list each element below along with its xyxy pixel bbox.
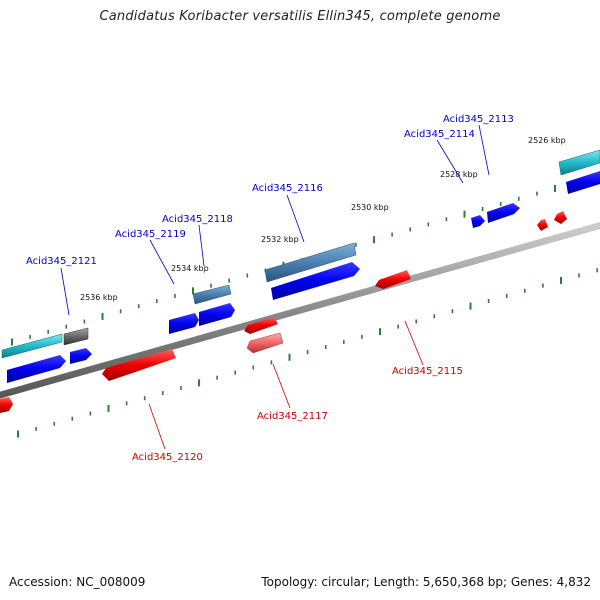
gene-label-2121[interactable]: Acid345_2121	[26, 256, 97, 267]
reverse-genes	[0, 211, 567, 413]
gene-label-2115[interactable]: Acid345_2115	[392, 366, 463, 377]
gene-blue-2114[interactable]	[471, 215, 485, 228]
scale-label-2526: 2526 kbp	[528, 136, 566, 145]
scale-label-2534: 2534 kbp	[171, 264, 209, 273]
leader-2114	[436, 139, 464, 184]
leader-2116	[286, 194, 305, 243]
leader-lines	[60, 124, 490, 450]
leader-2115	[404, 320, 424, 366]
leader-2118	[198, 224, 205, 267]
gene-pink-2117[interactable]	[246, 332, 284, 354]
genome-title: Candidatus Koribacter versatilis Ellin34…	[99, 9, 501, 24]
leader-2119	[149, 239, 175, 285]
gene-label-2117[interactable]: Acid345_2117	[257, 411, 328, 422]
gene-steel-2116[interactable]	[264, 242, 357, 283]
gene-label-2120[interactable]: Acid345_2120	[132, 452, 203, 463]
gene-red-2117-a[interactable]	[244, 317, 278, 334]
leader-2121	[60, 267, 70, 316]
gene-red-2115[interactable]	[375, 270, 411, 289]
scale-label-2532: 2532 kbp	[261, 235, 299, 244]
gene-label-2113[interactable]: Acid345_2113	[443, 114, 514, 125]
gene-blue-left-a[interactable]	[7, 355, 66, 383]
leader-2113	[478, 124, 490, 176]
scale-label-2530: 2530 kbp	[351, 203, 389, 212]
gene-blue-2119[interactable]	[169, 313, 199, 334]
gene-blue-left-b[interactable]	[70, 348, 92, 364]
gene-label-2119[interactable]: Acid345_2119	[115, 229, 186, 240]
accession-text: Accession: NC_008009	[9, 575, 146, 589]
forward-genes	[1, 149, 600, 383]
gene-red-small-b[interactable]	[554, 211, 567, 224]
gene-blue-2113[interactable]	[487, 203, 520, 223]
scale-label-2528: 2528 kbp	[440, 170, 478, 179]
genome-summary-text: Topology: circular; Length: 5,650,368 bp…	[261, 575, 591, 589]
gene-label-2118[interactable]: Acid345_2118	[162, 214, 233, 225]
gene-label-2116[interactable]: Acid345_2116	[252, 183, 323, 194]
gene-gray-2121[interactable]	[63, 327, 89, 346]
gene-cyan-left[interactable]	[1, 333, 63, 359]
gene-red-small-a[interactable]	[537, 219, 548, 231]
gene-red-left-edge[interactable]	[0, 397, 13, 413]
gene-steel-2118[interactable]	[192, 284, 232, 305]
leader-2120	[148, 403, 166, 450]
gene-red-2120[interactable]	[102, 349, 176, 381]
genome-backbone	[0, 222, 600, 399]
gene-blue-2118[interactable]	[199, 303, 235, 326]
gene-cyan-2113[interactable]	[558, 149, 600, 176]
scale-ticks-lower	[17, 268, 599, 438]
gene-blue-2116[interactable]	[271, 262, 360, 300]
gene-blue-right[interactable]	[566, 171, 600, 194]
scale-label-2536: 2536 kbp	[80, 293, 118, 302]
leader-2117	[272, 363, 291, 409]
gene-label-2114[interactable]: Acid345_2114	[404, 129, 475, 140]
